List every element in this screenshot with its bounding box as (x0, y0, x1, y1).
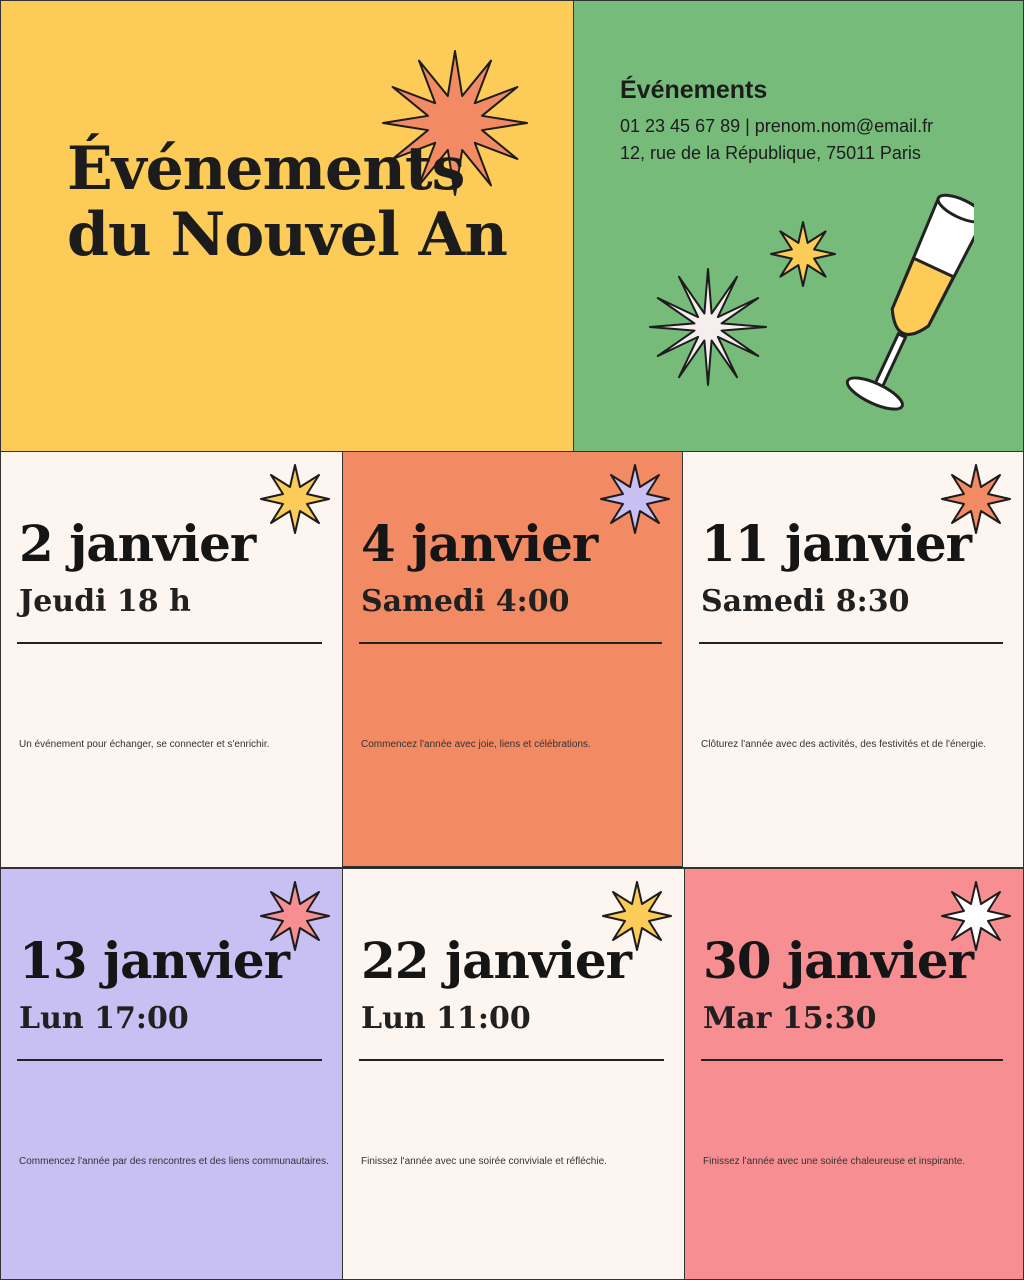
contact-phone-email: 01 23 45 67 89 | prenom.nom@email.fr (620, 116, 934, 136)
event-description: Finissez l'année avec une soirée chaleur… (703, 1156, 966, 1167)
event-time: Jeudi 18 h (19, 584, 191, 619)
divider (17, 1059, 322, 1061)
event-description: Finissez l'année avec une soirée convivi… (361, 1156, 607, 1167)
starburst-icon (770, 221, 836, 287)
event-date: 2 janvier (19, 514, 256, 573)
contact-panel: Événements 01 23 45 67 89 | prenom.nom@e… (573, 0, 1024, 452)
event-time: Lun 17:00 (19, 1001, 189, 1036)
event-description: Commencez l'année avec joie, liens et cé… (361, 739, 591, 750)
starburst-icon (382, 50, 528, 196)
event-date: 4 janvier (361, 514, 598, 573)
title-panel: Événements du Nouvel An (0, 0, 574, 452)
divider (359, 1059, 664, 1061)
starburst-icon (649, 268, 767, 386)
contact-heading: Événements (620, 76, 768, 104)
divider (699, 642, 1003, 644)
starburst-icon (941, 881, 1011, 951)
event-time: Samedi 8:30 (701, 584, 910, 619)
event-time: Samedi 4:00 (361, 584, 570, 619)
event-time: Mar 15:30 (703, 1001, 877, 1036)
event-time: Lun 11:00 (361, 1001, 531, 1036)
divider (701, 1059, 1003, 1061)
starburst-icon (602, 881, 672, 951)
event-date: 22 janvier (361, 931, 632, 990)
starburst-icon (260, 881, 330, 951)
event-card: 11 janvier Samedi 8:30 Clôturez l'année … (682, 451, 1024, 868)
champagne-glass-icon (845, 193, 974, 411)
starburst-icon (941, 464, 1011, 534)
event-date: 13 janvier (19, 931, 290, 990)
event-card: 30 janvier Mar 15:30 Finissez l'année av… (684, 868, 1024, 1280)
event-description: Commencez l'année par des rencontres et … (19, 1156, 329, 1167)
divider (17, 642, 322, 644)
page-title: Événements du Nouvel An (67, 134, 508, 270)
event-card: 22 janvier Lun 11:00 Finissez l'année av… (342, 868, 685, 1280)
event-description: Un événement pour échanger, se connecter… (19, 739, 270, 750)
starburst-icon (600, 464, 670, 534)
contact-address: 12, rue de la République, 75011 Paris (620, 143, 921, 163)
event-description: Clôturez l'année avec des activités, des… (701, 739, 987, 750)
event-date: 11 janvier (701, 514, 972, 573)
event-date: 30 janvier (703, 931, 974, 990)
divider (359, 642, 662, 644)
event-card: 13 janvier Lun 17:00 Commencez l'année p… (0, 868, 343, 1280)
starburst-icon (260, 464, 330, 534)
event-card: 4 janvier Samedi 4:00 Commencez l'année … (342, 451, 683, 867)
event-card: 2 janvier Jeudi 18 h Un événement pour é… (0, 451, 343, 868)
